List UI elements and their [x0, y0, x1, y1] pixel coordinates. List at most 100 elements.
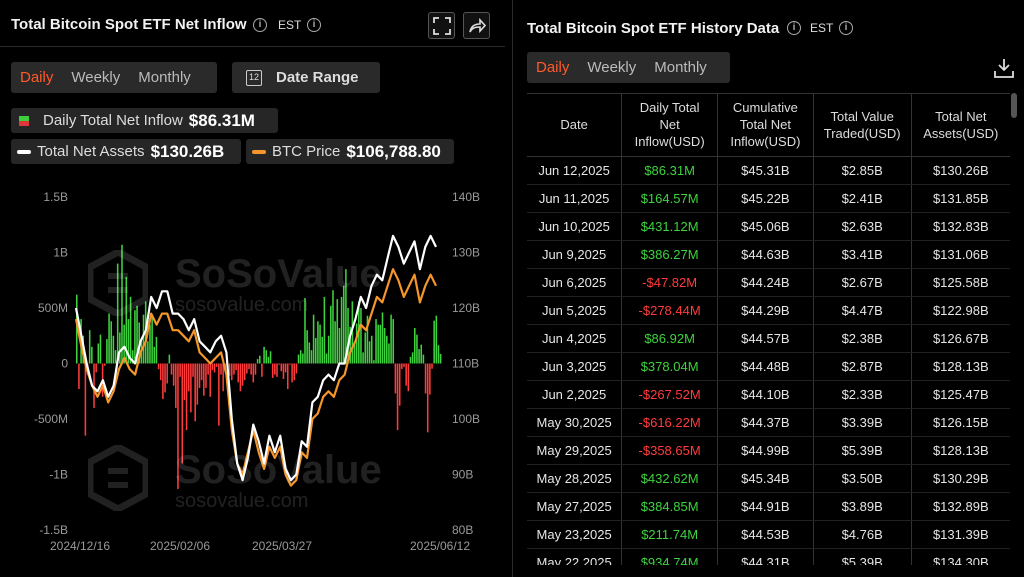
inflow-bar[interactable] [379, 324, 382, 364]
table-row[interactable]: May 23,2025 $211.74M $44.53B $4.76B $131.39B [527, 520, 1010, 549]
inflow-bar[interactable] [177, 363, 179, 489]
col-date[interactable]: Date [527, 94, 623, 157]
inflow-bar[interactable] [325, 353, 328, 364]
inflow-bar[interactable] [267, 356, 270, 364]
inflow-bar[interactable] [332, 290, 334, 364]
inflow-bar[interactable] [302, 353, 304, 364]
inflow-bar[interactable] [147, 341, 149, 364]
inflow-bar[interactable] [366, 315, 369, 364]
inflow-bar[interactable] [336, 299, 339, 364]
inflow-bar[interactable] [271, 363, 274, 378]
col-cumulative-inflow[interactable]: Cumulative Total Net Inflow(USD) [717, 94, 814, 157]
inflow-bar[interactable] [403, 363, 405, 367]
inflow-bar[interactable] [170, 363, 173, 375]
inflow-bar[interactable] [106, 339, 108, 364]
table-row[interactable]: May 27,2025 $384.85M $44.91B $3.89B $132.89B [527, 492, 1010, 521]
inflow-bar[interactable] [192, 363, 194, 377]
inflow-bar[interactable] [394, 363, 397, 394]
inflow-bar[interactable] [136, 305, 138, 364]
inflow-bar[interactable] [274, 363, 276, 375]
inflow-bar[interactable] [282, 363, 285, 380]
timezone-info-icon[interactable]: i [307, 18, 321, 32]
inflow-bar[interactable] [108, 313, 110, 364]
inflow-bar[interactable] [220, 363, 222, 375]
inflow-bar[interactable] [155, 336, 158, 364]
table-row[interactable]: Jun 11,2025 $164.57M $45.22B $2.41B $131.85B [527, 184, 1010, 213]
download-icon[interactable] [993, 57, 1015, 79]
inflow-bar[interactable] [398, 363, 401, 406]
inflow-bar[interactable] [93, 363, 95, 408]
inflow-bar[interactable] [119, 332, 121, 364]
inflow-bar[interactable] [95, 363, 97, 373]
inflow-bar[interactable] [203, 363, 205, 396]
inflow-bar[interactable] [84, 363, 87, 436]
inflow-bar[interactable] [323, 296, 326, 364]
inflow-bar[interactable] [198, 363, 201, 388]
inflow-bar[interactable] [78, 363, 80, 390]
inflow-bar[interactable] [179, 363, 181, 377]
inflow-bar[interactable] [215, 363, 218, 367]
inflow-bar[interactable] [250, 363, 252, 375]
inflow-bar[interactable] [125, 276, 128, 364]
inflow-bar[interactable] [261, 363, 263, 377]
inflow-bar[interactable] [142, 314, 145, 364]
inflow-bar[interactable] [280, 363, 283, 372]
table-row[interactable]: Jun 5,2025 -$278.44M $44.29B $4.47B $122.98B [527, 296, 1010, 325]
inflow-bar[interactable] [431, 363, 433, 369]
table-row[interactable]: May 29,2025 -$358.65M $44.99B $5.39B $128.13… [527, 436, 1010, 465]
inflow-bar[interactable] [131, 350, 134, 364]
inflow-bar[interactable] [248, 363, 250, 370]
inflow-bar[interactable] [289, 363, 291, 365]
inflow-bar[interactable] [166, 363, 168, 384]
inflow-bar[interactable] [381, 312, 384, 364]
inflow-bar[interactable] [401, 363, 403, 370]
inflow-bar[interactable] [164, 363, 166, 393]
inflow-bar[interactable] [263, 346, 265, 364]
inflow-bar[interactable] [175, 363, 177, 408]
inflow-bar[interactable] [347, 308, 349, 364]
inflow-bar[interactable] [295, 363, 298, 374]
inflow-bar[interactable] [153, 346, 156, 364]
inflow-bar[interactable] [76, 294, 78, 364]
inflow-bar[interactable] [265, 350, 268, 364]
inflow-bar[interactable] [317, 321, 319, 364]
table-row[interactable]: Jun 6,2025 -$47.82M $44.24B $2.67B $125.58B [527, 268, 1010, 297]
inflow-bar[interactable] [353, 343, 356, 364]
table-row[interactable]: Jun 9,2025 $386.27M $44.63B $3.41B $131.06B [527, 240, 1010, 269]
inflow-bar[interactable] [196, 363, 199, 405]
inflow-bar[interactable] [409, 356, 412, 364]
table-row[interactable]: Jun 2,2025 -$267.52M $44.10B $2.33B $125.47B [527, 380, 1010, 409]
inflow-bar[interactable] [218, 363, 220, 426]
inflow-bar[interactable] [241, 363, 244, 386]
inflow-bar[interactable] [151, 316, 153, 364]
inflow-bar[interactable] [228, 363, 231, 376]
inflow-bar[interactable] [233, 363, 235, 375]
table-row[interactable]: Jun 12,2025 $86.31M $45.31B $2.85B $130.26B [527, 156, 1010, 185]
inflow-chart[interactable]: 1.5B 1B 500M 0 -500M -1B -1.5B 140B 130B 120B 110B… [0, 180, 505, 560]
inflow-bar[interactable] [129, 296, 132, 364]
inflow-bar[interactable] [418, 349, 420, 364]
inflow-bar[interactable] [334, 321, 336, 364]
inflow-bar[interactable] [207, 363, 209, 375]
inflow-bar[interactable] [276, 363, 278, 377]
inflow-bar[interactable] [269, 351, 272, 364]
legend-net-assets[interactable]: Total Net Assets $130.26B [11, 139, 241, 164]
inflow-bar[interactable] [127, 319, 130, 364]
inflow-bar[interactable] [110, 321, 112, 364]
inflow-bar[interactable] [368, 341, 371, 364]
inflow-bar[interactable] [310, 350, 313, 364]
inflow-bar[interactable] [312, 314, 315, 364]
inflow-bar[interactable] [237, 363, 240, 383]
inflow-bar[interactable] [373, 360, 375, 364]
inflow-bar[interactable] [246, 363, 248, 374]
inflow-bar[interactable] [437, 345, 440, 364]
inflow-bar[interactable] [222, 363, 224, 392]
legend-btc-price[interactable]: BTC Price $106,788.80 [246, 139, 454, 164]
net-assets-line[interactable] [74, 234, 437, 482]
inflow-bar[interactable] [114, 350, 117, 364]
tab-weekly[interactable]: Weekly [71, 69, 121, 86]
inflow-bar[interactable] [121, 244, 123, 364]
inflow-bar[interactable] [388, 343, 390, 364]
inflow-bar[interactable] [159, 363, 162, 381]
inflow-bar[interactable] [433, 320, 435, 364]
